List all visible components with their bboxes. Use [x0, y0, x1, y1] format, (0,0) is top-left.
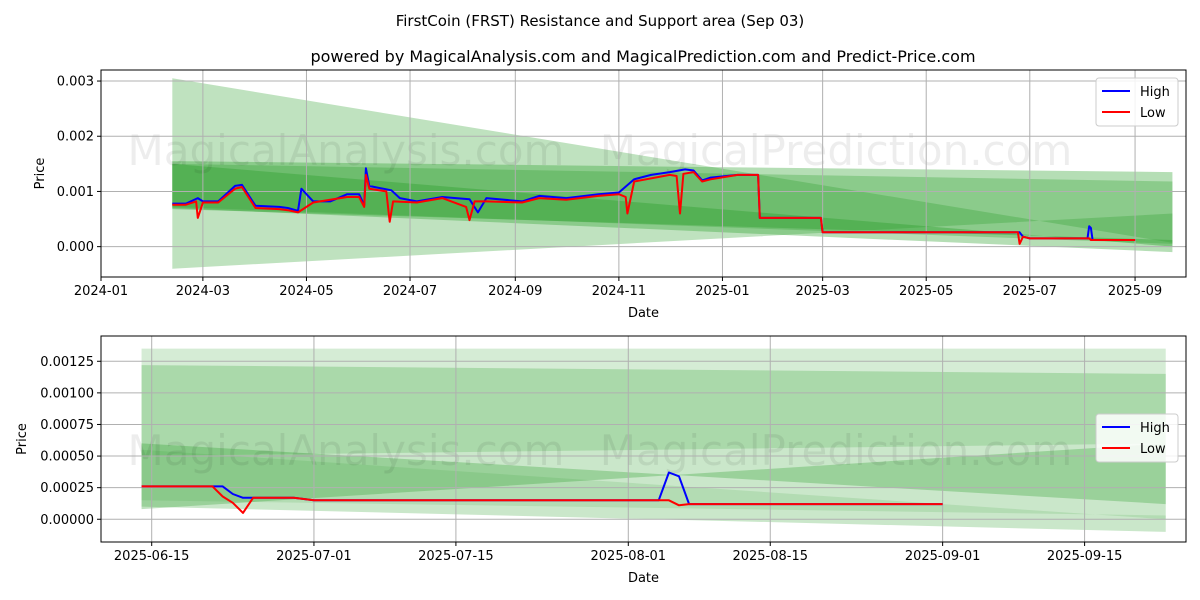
zoomed-price-chart: MagicalAnalysis.com MagicalPrediction.com… [15, 335, 1187, 586]
plot-frame [100, 69, 1187, 278]
x-tick-label: 2025-09-01 [905, 549, 981, 564]
legend-label-low: Low [1140, 106, 1166, 121]
x-tick-label: 2025-05 [899, 284, 953, 299]
main-price-chart: MagicalAnalysis.com MagicalPrediction.com… [33, 69, 1187, 321]
x-tick-label: 2025-09 [1108, 284, 1162, 299]
watermark-right: MagicalPrediction.com [600, 126, 1073, 175]
x-tick-label: 2025-01 [695, 284, 749, 299]
x-tick-label: 2024-11 [592, 284, 646, 299]
prediction-band-2 [141, 443, 1166, 510]
watermark-right: MagicalPrediction.com [600, 426, 1073, 475]
chart-subtitle: powered by MagicalAnalysis.com and Magic… [310, 47, 975, 66]
series-low-line [141, 485, 943, 514]
y-tick-label: 0.00100 [40, 386, 94, 401]
x-tick-label: 2025-07-01 [276, 549, 352, 564]
x-tick-label: 2024-07 [383, 284, 437, 299]
prediction-band-1 [172, 161, 1173, 253]
watermark-left: MagicalAnalysis.com [128, 126, 565, 175]
x-tick-label: 2025-09-15 [1047, 549, 1123, 564]
legend-label-high: High [1140, 421, 1170, 436]
plot-frame [100, 335, 1187, 543]
x-axis-label: Date [628, 306, 659, 321]
legend-label-low: Low [1140, 442, 1166, 457]
y-tick-label: 0.001 [57, 185, 94, 200]
y-tick-label: 0.00025 [40, 481, 94, 496]
x-tick-label: 2025-06-15 [114, 549, 190, 564]
y-tick-label: 0.00050 [40, 450, 94, 465]
y-tick-label: 0.00000 [40, 513, 94, 528]
prediction-band-1 [141, 365, 1166, 532]
y-tick-label: 0.002 [57, 130, 94, 145]
x-tick-label: 2024-09 [488, 284, 542, 299]
x-tick-label: 2025-03 [795, 284, 849, 299]
y-tick-label: 0.003 [57, 75, 94, 90]
x-tick-label: 2024-01 [74, 284, 128, 299]
x-tick-label: 2025-08-15 [732, 549, 808, 564]
prediction-band-3 [141, 449, 1166, 520]
chart-title: FirstCoin (FRST) Resistance and Support … [396, 12, 805, 30]
x-tick-label: 2024-05 [279, 284, 333, 299]
y-tick-label: 0.00125 [40, 355, 94, 370]
prediction-band-2 [172, 163, 1173, 244]
prediction-band-3 [172, 163, 1173, 247]
y-tick-label: 0.000 [57, 240, 94, 255]
x-tick-label: 2025-07 [1003, 284, 1057, 299]
watermark-left: MagicalAnalysis.com [128, 426, 565, 475]
x-tick-label: 2025-08-01 [591, 549, 667, 564]
legend-label-high: High [1140, 85, 1170, 100]
x-tick-label: 2024-03 [176, 284, 230, 299]
prediction-band-0 [141, 348, 1166, 457]
x-tick-label: 2025-07-15 [418, 549, 494, 564]
y-tick-label: 0.00075 [40, 418, 94, 433]
y-axis-label: Price [33, 158, 48, 190]
y-axis-label: Price [15, 423, 30, 455]
prediction-band-0 [172, 78, 1173, 269]
series-low-line [172, 171, 1136, 245]
x-axis-label: Date [628, 571, 659, 586]
